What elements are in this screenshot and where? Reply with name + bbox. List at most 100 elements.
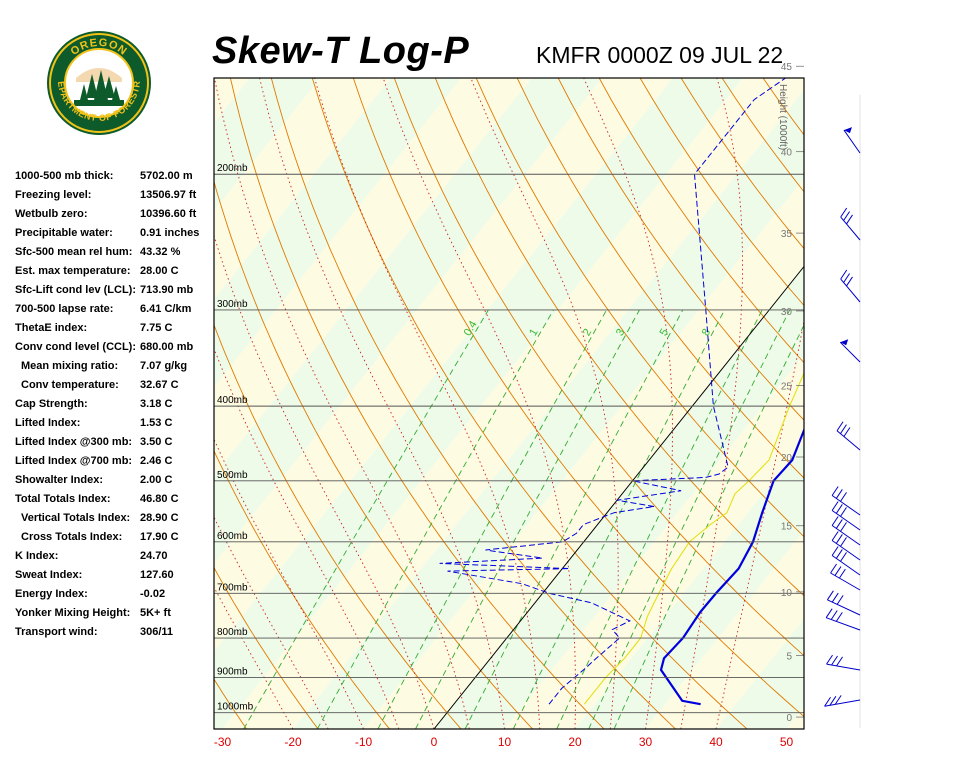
index-value: 3.50 C (140, 436, 173, 448)
index-value: 306/11 (140, 626, 174, 638)
wind-barb (825, 608, 861, 631)
index-value: 6.41 C/km (140, 303, 192, 315)
index-value: 7.07 g/kg (140, 360, 188, 372)
x-tick-label: 50 (780, 735, 794, 749)
index-row: Lifted Index @700 mb: 2.46 C (15, 453, 215, 472)
pressure-label: 500mb (217, 470, 248, 481)
index-value: -0.02 (140, 588, 166, 600)
index-label: Lifted Index @700 mb: (15, 455, 133, 467)
wind-barb (840, 207, 861, 241)
temperature-band (575, 442, 804, 729)
index-row: Freezing level: 13506.97 ft (15, 187, 215, 206)
index-row: Sweat Index: 127.60 (15, 567, 215, 586)
x-tick-label: 10 (498, 735, 512, 749)
index-label: Energy Index: (15, 588, 88, 600)
wind-barb (840, 269, 861, 303)
wind-barb (831, 531, 861, 561)
pressure-label: 700mb (217, 582, 248, 593)
index-label: Est. max temperature: (15, 265, 131, 277)
x-tick-label: -20 (284, 735, 302, 749)
index-row: Transport wind: 306/11 (15, 624, 215, 643)
mixing-ratio-label: 2 (581, 327, 594, 338)
dry-adiabat (927, 78, 960, 729)
wind-barb (836, 421, 861, 451)
index-row: Lifted Index @300 mb: 3.50 C (15, 434, 215, 453)
index-label: Conv temperature: (21, 379, 119, 391)
mixing-ratio-label: 5 (658, 327, 671, 338)
height-axis-title: Height (1000ft) (777, 84, 788, 150)
index-value: 32.67 C (140, 379, 179, 391)
index-row: Vertical Totals Index: 28.90 C (15, 510, 215, 529)
index-label: K Index: (15, 550, 59, 562)
index-value: 7.75 C (140, 322, 173, 334)
index-value: 1.53 C (140, 417, 173, 429)
x-tick-label: 30 (639, 735, 653, 749)
index-label: Lifted Index @300 mb: (15, 436, 133, 448)
wind-barb (826, 590, 861, 616)
wind-barb (830, 563, 861, 591)
index-value: 3.18 C (140, 398, 173, 410)
freezing-isotherm (433, 265, 804, 729)
x-tick-label: -30 (214, 735, 232, 749)
pressure-label: 800mb (217, 627, 248, 638)
dewpoint-line (439, 78, 786, 705)
index-value: 10396.60 ft (140, 208, 197, 220)
height-tick-label: 20 (781, 453, 793, 464)
wind-barb (831, 486, 861, 516)
mixing-ratio-line (377, 309, 607, 729)
index-label: 1000-500 mb thick: (15, 170, 114, 182)
index-value: 713.90 mb (140, 284, 194, 296)
index-label: Transport wind: (15, 626, 98, 638)
index-label: Yonker Mixing Height: (15, 607, 131, 619)
dry-adiabat (886, 78, 960, 729)
index-label: Precipitable water: (15, 227, 113, 239)
dry-adiabat (803, 78, 804, 79)
temperature-band (293, 90, 804, 729)
mixing-ratio-line (556, 309, 763, 729)
wind-barb (831, 501, 861, 531)
index-label: Total Totals Index: (15, 493, 111, 505)
x-tick-label: 0 (431, 735, 438, 749)
index-row: K Index: 24.70 (15, 548, 215, 567)
index-row: Sfc-Lift cond lev (LCL): 713.90 mb (15, 282, 215, 301)
mixing-ratio-line (588, 309, 791, 729)
index-row: Mean mixing ratio: 7.07 g/kg (15, 358, 215, 377)
height-tick-label: 40 (781, 148, 793, 159)
wind-barb (831, 546, 861, 576)
mixing-ratio-label: 3 (614, 327, 627, 338)
mixing-ratio-label: 1 (527, 327, 540, 338)
temperature-band (786, 707, 804, 729)
mixing-ratio-line (613, 324, 804, 729)
mixing-ratio-line (464, 309, 684, 729)
temperature-band (0, 78, 179, 729)
temperature-band (363, 178, 804, 729)
index-row: Precipitable water: 0.91 inches (15, 225, 215, 244)
wind-barb (843, 127, 861, 154)
index-value: 680.00 mb (140, 341, 194, 353)
wind-barb (826, 654, 861, 671)
index-label: Mean mixing ratio: (21, 360, 119, 372)
index-row: Conv cond level (CCL): 680.00 mb (15, 339, 215, 358)
index-label: Vertical Totals Index: (21, 512, 131, 524)
index-row: Est. max temperature: 28.00 C (15, 263, 215, 282)
index-value: 127.60 (140, 569, 174, 581)
pressure-label: 600mb (217, 531, 248, 542)
pressure-label: 200mb (217, 163, 248, 174)
x-tick-label: -10 (355, 735, 373, 749)
index-row: ThetaE index: 7.75 C (15, 320, 215, 339)
height-tick-label: 5 (786, 652, 792, 663)
temperature-band (222, 78, 804, 729)
index-value: 43.32 % (140, 246, 181, 258)
index-label: Sfc-Lift cond lev (LCL): (15, 284, 136, 296)
wind-barb (824, 695, 861, 707)
index-value: 13506.97 ft (140, 189, 197, 201)
index-label: Freezing level: (15, 189, 92, 201)
chart-title: Skew-T Log-P (212, 30, 470, 72)
index-label: Sfc-500 mean rel hum: (15, 246, 133, 258)
x-tick-label: 20 (568, 735, 582, 749)
index-label: Conv cond level (CCL): (15, 341, 137, 353)
station-time-label: KMFR 0000Z 09 JUL 22 (536, 42, 784, 68)
index-value: 24.70 (140, 550, 168, 562)
index-row: Sfc-500 mean rel hum: 43.32 % (15, 244, 215, 263)
